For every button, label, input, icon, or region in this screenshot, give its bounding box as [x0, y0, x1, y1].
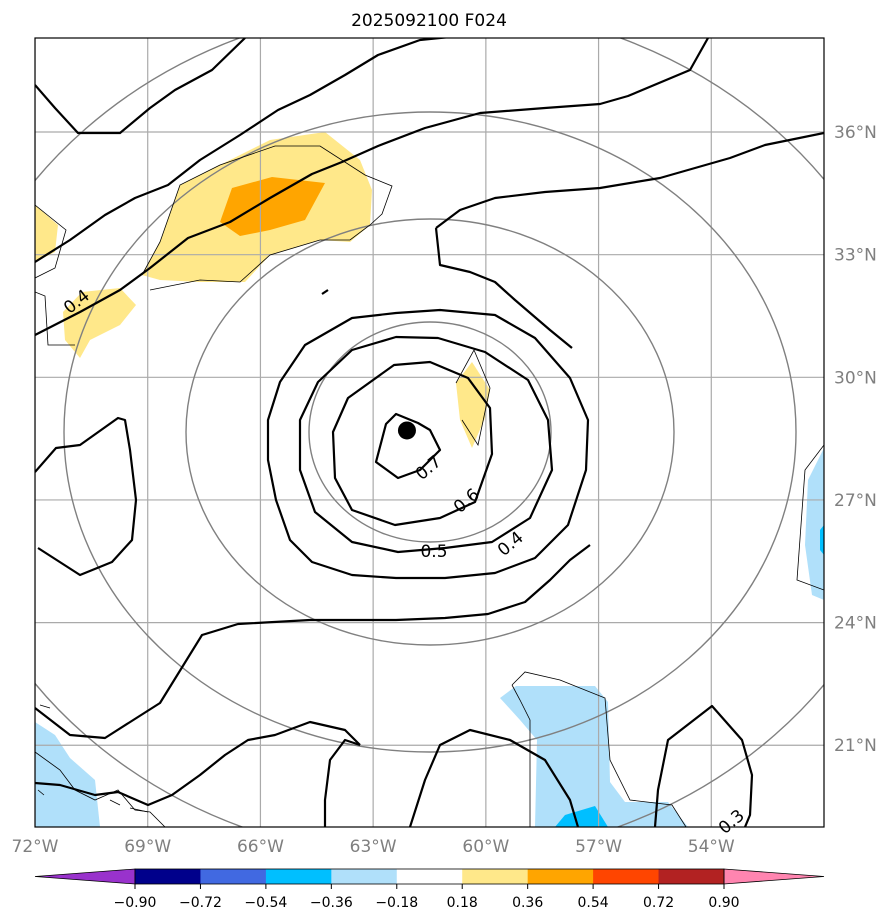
- x-tick-label: 60°W: [462, 837, 509, 857]
- outline-south-2: [511, 684, 531, 827]
- storm-center-marker: [397, 421, 416, 440]
- contour-label: 0.3: [715, 806, 749, 839]
- shade-light-blue-southwest: [35, 722, 100, 827]
- contour-0.6: [331, 360, 494, 527]
- y-tick-label: 33°N: [834, 246, 877, 266]
- colorbar-tick-label: −0.90: [114, 895, 157, 911]
- contour-0.3-east-b: [434, 227, 573, 349]
- contours: [35, 38, 824, 827]
- contour-0.5: [298, 335, 554, 554]
- outline-west: [35, 204, 67, 279]
- colorbar-extend-low: [34, 868, 136, 885]
- contour-label: 0.5: [420, 542, 447, 562]
- shade-light-blue-east: [805, 448, 824, 600]
- contour-0.3-south: [35, 544, 591, 740]
- colorbar-segment: [593, 869, 660, 884]
- colorbar-segment: [527, 869, 594, 884]
- range-ring-9deg: [63, 111, 797, 753]
- outline-east: [796, 444, 824, 591]
- contour-0.4-inner: [266, 308, 590, 580]
- shade-blue-south: [555, 806, 608, 827]
- colorbar-tick-label: −0.18: [375, 895, 418, 911]
- gridlines: [35, 38, 824, 827]
- outline-west-2: [35, 291, 75, 346]
- shade-blue-east: [820, 525, 824, 555]
- x-tick-label: 63°W: [350, 837, 397, 857]
- colorbar-segment: [135, 869, 201, 884]
- x-tick-label: 57°W: [575, 837, 622, 857]
- colorbar-tick-label: −0.54: [244, 895, 287, 911]
- colorbar-tick-label: 0.36: [512, 895, 543, 911]
- shade-light-yellow-center: [456, 362, 490, 448]
- shade-orange-north: [220, 177, 325, 236]
- y-tick-label: 24°N: [834, 614, 877, 634]
- shade-light-blue-south: [500, 686, 688, 827]
- y-axis-ticks: 36°N 33°N 30°N 27°N 24°N 21°N: [834, 123, 877, 756]
- map-area: [35, 38, 824, 827]
- shade-light-yellow-southwest: [63, 288, 136, 358]
- chart-title: 2025092100 F024: [351, 11, 507, 31]
- colorbar-tick-label: −0.72: [179, 895, 222, 911]
- y-tick-label: 27°N: [834, 491, 877, 511]
- contour-0.2-north: [35, 38, 246, 135]
- outline-center: [455, 349, 491, 447]
- contour-0.2-south-c: [408, 728, 580, 827]
- y-tick-label: 21°N: [834, 736, 877, 756]
- map-frame: [34, 37, 825, 828]
- colorbar-tick-label: 0.54: [578, 895, 609, 911]
- contour-0.3-north: [35, 38, 452, 263]
- shaded-positive-fields: [35, 132, 490, 448]
- colorbar-segment: [200, 869, 267, 884]
- x-tick-label: 72°W: [12, 837, 59, 857]
- contour-0.4-outer: [35, 416, 138, 577]
- outline-south: [511, 671, 687, 827]
- colorbar-tick-label: 0.72: [643, 895, 674, 911]
- range-rings: [35, 38, 824, 827]
- y-tick-label: 30°N: [834, 368, 877, 388]
- colorbar-segment: [331, 869, 398, 884]
- y-tick-label: 36°N: [834, 123, 877, 143]
- x-axis-ticks: 72°W 69°W 66°W 63°W 60°W 57°W 54°W: [12, 837, 735, 857]
- range-ring-6deg: [185, 218, 675, 646]
- shaded-negative-fields: [35, 448, 824, 827]
- contour-0.2-south-b: [323, 738, 361, 827]
- colorbar-segment: [265, 869, 332, 884]
- x-tick-label: 66°W: [237, 837, 284, 857]
- contour-0.7: [374, 412, 442, 480]
- colorbar-tick-label: −0.36: [310, 895, 353, 911]
- colorbar-extend-high: [723, 868, 825, 885]
- contour-0.4-north: [35, 38, 709, 336]
- thin-outlines: [35, 145, 824, 827]
- contour-small: [321, 289, 329, 295]
- colorbar-tick-label: 0.90: [708, 895, 739, 911]
- contour-0.3-east: [435, 131, 824, 229]
- x-tick-label: 69°W: [124, 837, 171, 857]
- shade-light-yellow-west: [35, 205, 58, 262]
- colorbar-frame: [134, 868, 725, 885]
- contour-0.3-southeast: [653, 704, 754, 827]
- colorbar: −0.90 −0.72 −0.54 −0.36 −0.18 0.18 0.36 0.54 0.7…: [34, 868, 825, 911]
- colorbar-segment: [396, 869, 463, 884]
- colorbar-segment: [462, 869, 529, 884]
- colorbar-segment: [658, 869, 725, 884]
- contour-label: 0.7: [412, 452, 446, 485]
- contour-0.2-south: [35, 720, 361, 807]
- x-tick-label: 54°W: [688, 837, 735, 857]
- outline-north: [141, 145, 393, 291]
- range-ring-3deg: [308, 321, 552, 543]
- contour-label: 0.4: [494, 528, 528, 561]
- colorbar-tick-label: 0.18: [447, 895, 478, 911]
- contour-labels: 0.4 0.7 0.6 0.5 0.4 0.3: [60, 286, 748, 839]
- coastline-islands: [37, 704, 149, 813]
